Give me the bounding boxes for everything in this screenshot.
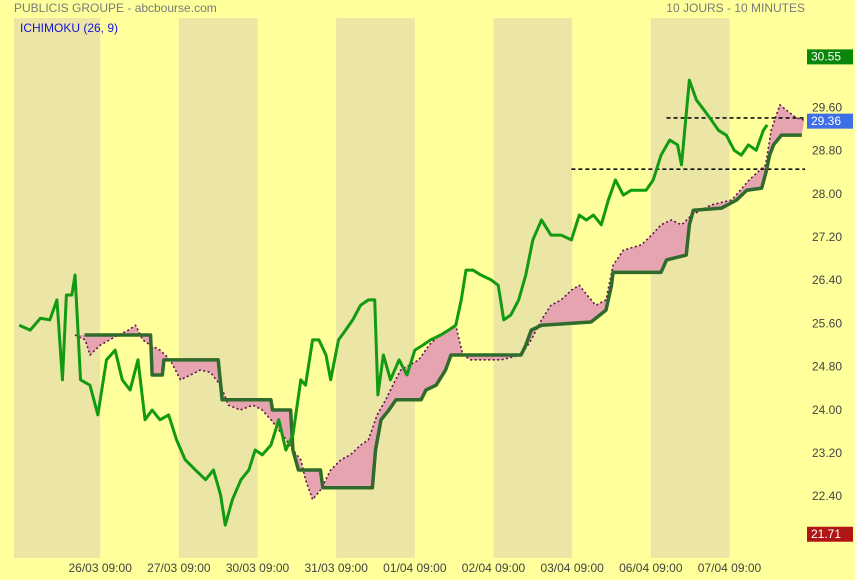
series-line xyxy=(74,104,805,501)
x-tick-label: 06/04 09:00 xyxy=(619,561,683,575)
x-tick-label: 07/04 09:00 xyxy=(698,561,762,575)
price-marker xyxy=(807,49,853,65)
day-band xyxy=(178,18,258,558)
price-marker xyxy=(807,526,853,542)
series-line xyxy=(84,133,802,490)
series-line xyxy=(18,78,769,527)
y-tick-label: 24.00 xyxy=(812,403,842,417)
day-band xyxy=(650,18,730,558)
price-marker-label: 29.36 xyxy=(811,114,841,128)
y-tick-label: 29.60 xyxy=(812,100,842,114)
y-tick-label: 27.20 xyxy=(812,230,842,244)
y-tick-label: 26.40 xyxy=(812,273,842,287)
x-tick-label: 26/03 09:00 xyxy=(69,561,133,575)
x-tick-label: 01/04 09:00 xyxy=(383,561,447,575)
plot-area xyxy=(18,78,805,527)
y-tick-label: 25.60 xyxy=(812,316,842,330)
y-tick-label: 28.00 xyxy=(812,187,842,201)
chart-title: PUBLICIS GROUPE - abcbourse.com xyxy=(14,1,217,15)
day-bands xyxy=(14,18,730,558)
price-marker xyxy=(807,113,853,129)
x-tick-label: 30/03 09:00 xyxy=(226,561,290,575)
x-tick-label: 27/03 09:00 xyxy=(147,561,211,575)
indicator-label: ICHIMOKU (26, 9) xyxy=(20,21,118,35)
y-tick-label: 23.20 xyxy=(812,446,842,460)
price-marker-label: 21.71 xyxy=(811,527,841,541)
y-tick-label: 28.80 xyxy=(812,144,842,158)
x-tick-label: 31/03 09:00 xyxy=(304,561,368,575)
x-tick-label: 03/04 09:00 xyxy=(540,561,604,575)
x-tick-label: 02/04 09:00 xyxy=(462,561,526,575)
y-tick-label: 24.80 xyxy=(812,360,842,374)
day-band xyxy=(14,18,101,558)
day-band xyxy=(493,18,573,558)
y-tick-label: 22.40 xyxy=(812,489,842,503)
price-marker-label: 30.55 xyxy=(811,50,841,64)
chart-subtitle: 10 JOURS - 10 MINUTES xyxy=(666,1,805,15)
